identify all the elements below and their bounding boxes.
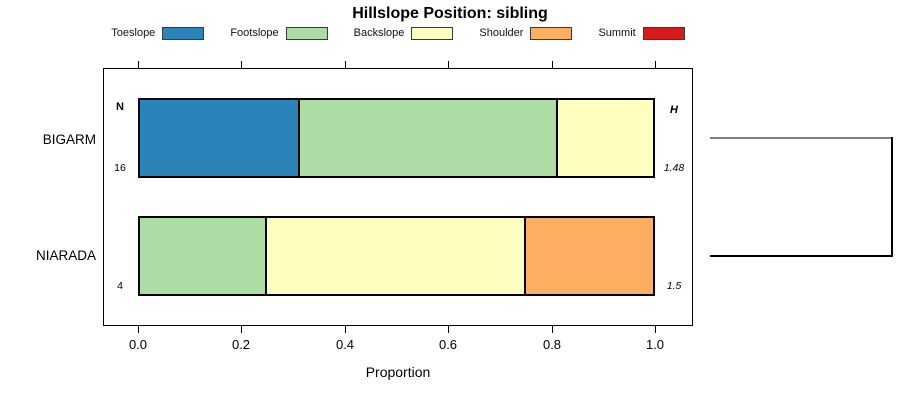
x-axis-tick-top xyxy=(552,61,553,68)
x-axis-tick-bottom xyxy=(552,326,553,333)
x-axis-title: Proportion xyxy=(365,364,431,380)
legend-label: Footslope xyxy=(230,27,279,39)
x-axis-tick-label: 0.6 xyxy=(438,337,458,352)
legend-label: Shoulder xyxy=(479,27,524,39)
dendrogram-branch-right xyxy=(891,137,893,257)
x-axis-tick-bottom xyxy=(241,326,242,333)
x-axis-tick-label: 0.4 xyxy=(335,337,355,352)
chart-title: Hillslope Position: sibling xyxy=(352,5,548,22)
n-value-bigarm: 16 xyxy=(114,162,126,174)
bar-niarada-segment-shoulder xyxy=(524,216,655,296)
x-axis-tick-bottom xyxy=(448,326,449,333)
legend-swatch-summit xyxy=(642,26,685,40)
bar-niarada-segment-footslope xyxy=(138,216,267,296)
legend-entry-toeslope: Toeslope xyxy=(111,26,205,40)
n-value-niarada: 4 xyxy=(117,280,123,292)
bar-bigarm-segment-toeslope xyxy=(138,98,300,178)
legend-label: Summit xyxy=(598,27,636,39)
legend-swatch-shoulder xyxy=(530,26,573,40)
x-axis-tick-top xyxy=(448,61,449,68)
dendrogram-branch-top xyxy=(710,137,893,139)
n-column-header: N xyxy=(116,101,124,113)
category-label-bigarm: BIGARM xyxy=(42,132,96,147)
x-axis-tick-label: 0.0 xyxy=(128,337,148,352)
h-value-bigarm: 1.48 xyxy=(663,162,685,174)
legend: Toeslope Footslope Backslope Shoulder Summit xyxy=(103,25,693,41)
bar-bigarm-segment-footslope xyxy=(298,98,558,178)
bar-bigarm-segment-backslope xyxy=(556,98,655,178)
x-axis-tick-label: 1.0 xyxy=(645,337,665,352)
legend-entry-shoulder: Shoulder xyxy=(479,26,573,40)
legend-swatch-footslope xyxy=(285,26,328,40)
legend-entry-summit: Summit xyxy=(598,26,685,40)
x-axis-tick-bottom xyxy=(655,326,656,333)
h-value-niarada: 1.5 xyxy=(666,280,682,292)
h-column-header: H xyxy=(670,104,678,116)
x-axis-tick-top xyxy=(138,61,139,68)
x-axis-tick-top xyxy=(655,61,656,68)
category-label-niarada: NIARADA xyxy=(35,248,96,263)
legend-swatch-toeslope xyxy=(162,26,205,40)
bar-niarada-segment-backslope xyxy=(265,216,526,296)
legend-label: Toeslope xyxy=(111,27,156,39)
legend-entry-footslope: Footslope xyxy=(230,26,328,40)
x-axis-tick-bottom xyxy=(138,326,139,333)
legend-entry-backslope: Backslope xyxy=(353,26,454,40)
legend-swatch-backslope xyxy=(411,26,454,40)
x-axis-tick-label: 0.2 xyxy=(231,337,251,352)
x-axis-tick-bottom xyxy=(345,326,346,333)
legend-label: Backslope xyxy=(353,27,405,39)
dendrogram-branch-bottom xyxy=(710,255,891,257)
x-axis-tick-label: 0.8 xyxy=(542,337,562,352)
x-axis-tick-top xyxy=(241,61,242,68)
x-axis-tick-top xyxy=(345,61,346,68)
